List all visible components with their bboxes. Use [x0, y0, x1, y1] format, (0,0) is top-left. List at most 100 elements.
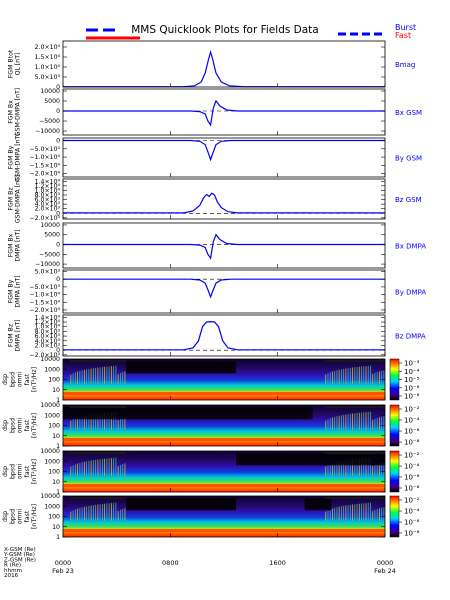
series-line-1 — [63, 139, 385, 162]
y-tick-label: 10000 — [40, 493, 60, 500]
colorbar-3: 10⁻² 10⁻⁴ 10⁻⁶ 10⁻⁸ — [389, 450, 420, 493]
x-tick-label: 0000 — [55, 559, 72, 567]
colorbar-gradient — [389, 358, 400, 401]
y-tick-label: 8.0×10³ — [35, 328, 61, 335]
y-axis-label: mms2dspbpsdomnifast[nT²/Hz] — [0, 413, 38, 438]
panel-9: 1 10 100 1000 10000mms2dspbpsdomnifast[nT²/H… — [0, 402, 386, 450]
y-tick-label: 1 — [56, 443, 60, 450]
burst-interval-marker — [324, 405, 385, 409]
colorbar-4: 10⁻² 10⁻⁴ 10⁻⁶ 10⁻⁸ — [389, 495, 420, 538]
y-tick-label: −10000 — [35, 128, 60, 135]
y-tick-label: 1 — [56, 534, 60, 541]
spectrogram-data-gap — [236, 453, 385, 466]
spectrogram-low-band — [63, 484, 385, 488]
y-tick-label: 6.0×10³ — [35, 333, 61, 340]
y-tick-label: 10000 — [40, 448, 60, 455]
panel-5: Bx DMPA −10000 −5000 0 5000 10000 FGM BxDMPA [… — [7, 222, 426, 269]
colorbar-tick-label: 10⁻⁴ — [404, 417, 420, 425]
colorbar-2: 10⁻² 10⁻⁴ 10⁻⁶ 10⁻⁸ — [389, 404, 420, 447]
y-axis-label: FGM BxGSM-DMPA [nT] — [7, 88, 21, 136]
y-tick-label: 1.4×10⁴ — [35, 314, 61, 321]
panel-2: Bx GSM −10000 −5000 0 5000 10000 FGM BxGSM-DMP… — [7, 88, 422, 136]
y-tick-label: −5000 — [39, 251, 60, 258]
y-axis-label: FGM BzGSM-DMPA [nT] — [7, 175, 21, 223]
y-tick-label: 100 — [48, 514, 60, 521]
burst-interval-marker — [69, 496, 127, 500]
y-tick-label: 4.0×10³ — [35, 338, 61, 345]
colorbar-tick-label: 10⁻⁸ — [404, 530, 420, 538]
y-tick-label: 1.4×10⁴ — [35, 178, 61, 185]
x-axis-row-label: 2016 — [4, 573, 19, 579]
x-axis-row-label: hhmm — [4, 568, 22, 574]
y-tick-label: 0 — [56, 242, 60, 249]
panel-label: Bx GSM — [395, 109, 422, 117]
panel-frame — [62, 178, 386, 220]
colorbar-tick-label: 10⁻⁶ — [404, 519, 420, 527]
x-tick-date-label: Feb 23 — [52, 567, 74, 575]
x-tick-label: 0000 — [377, 559, 394, 567]
colorbar-tick-label: 10⁻⁴ — [404, 368, 420, 376]
panel-label: Bz DMPA — [395, 333, 426, 341]
colorbar-tick-label: 10⁻⁶ — [404, 384, 420, 392]
y-tick-label: 10000 — [40, 222, 60, 229]
colorbar-tick-label: 10⁻³ — [404, 360, 420, 368]
x-tick-date-label: Feb 24 — [374, 567, 396, 575]
colorbar-tick-label: 10⁻⁴ — [404, 508, 420, 516]
panel-frame — [62, 88, 386, 136]
y-tick-label: −2.0×10⁴ — [29, 307, 60, 314]
y-tick-label: 1 — [56, 397, 60, 404]
panel-7: Bz DMPA −2.0×10³02.0×10³4.0×10³6.0×10³8.0… — [7, 314, 426, 358]
y-tick-label: −1.0×10⁴ — [29, 292, 60, 299]
series-line-1 — [63, 233, 385, 260]
x-axis-row-label: Z-GSM (Re) — [4, 557, 36, 563]
panel-label: Bx DMPA — [395, 243, 426, 251]
panel-frame — [62, 314, 386, 357]
y-tick-label: 2.0×10⁴ — [35, 44, 61, 51]
x-axis-row-label: X-GSM (Re) — [4, 547, 36, 553]
colorbar-gradient — [389, 404, 400, 447]
y-axis-label: FGM BtotQL [nT] — [7, 49, 21, 78]
y-tick-label: 5.0×10³ — [35, 74, 61, 81]
spectrogram-data-gap — [126, 361, 237, 374]
y-tick-label: −2.0×10³ — [29, 352, 60, 359]
y-tick-label: −5.0×10³ — [29, 146, 60, 153]
colorbar-1: 10⁻³10⁻⁴10⁻⁵10⁻⁶10⁻⁸ — [389, 358, 420, 401]
spectrogram-data-gap — [126, 498, 237, 511]
y-tick-label: 5000 — [44, 98, 60, 105]
y-tick-label: −2.0×10⁴ — [29, 171, 60, 178]
x-tick-label: 0800 — [162, 559, 179, 567]
y-tick-label: 5000 — [44, 232, 60, 239]
y-tick-label: 1000 — [44, 366, 60, 373]
y-tick-label: 10 — [52, 524, 60, 531]
spectrogram-data-gap — [63, 407, 313, 420]
y-tick-label: 0 — [56, 276, 60, 283]
y-tick-label: 8.0×10³ — [35, 192, 61, 199]
y-tick-label: −1.5×10⁴ — [29, 162, 60, 169]
panel-label: Bz GSM — [395, 196, 422, 204]
series-line-1 — [63, 192, 385, 214]
y-tick-label: 10000 — [40, 356, 60, 363]
y-tick-label: 0 — [56, 347, 60, 354]
y-tick-label: 10000 — [40, 402, 60, 409]
y-tick-label: 100 — [48, 469, 60, 476]
y-axis-label: mms3dspbpsdomnifast[nT²/Hz] — [0, 459, 38, 484]
series-line-1 — [63, 99, 385, 127]
colorbar-tick-label: 10⁻² — [404, 452, 420, 460]
panel-label: By GSM — [395, 155, 422, 163]
y-tick-label: 0 — [56, 210, 60, 217]
y-tick-label: 10 — [52, 387, 60, 394]
colorbar-tick-label: 10⁻⁶ — [404, 428, 420, 436]
spectrogram-low-band — [63, 438, 385, 442]
x-tick-label: 1600 — [269, 559, 286, 567]
colorbar-tick-label: 10⁻⁶ — [404, 474, 420, 482]
panel-3: By GSM 0 −5.0×10³−1.0×10⁴−1.5×10⁴ −2.0×10⁴ F… — [7, 133, 422, 181]
burst-interval-marker — [69, 451, 127, 455]
y-tick-label: 0 — [56, 137, 60, 144]
y-tick-label: 1.5×10⁴ — [35, 54, 61, 61]
panel-frame — [62, 269, 386, 314]
burst-interval-marker — [69, 359, 127, 363]
panel-label: By DMPA — [395, 289, 426, 297]
